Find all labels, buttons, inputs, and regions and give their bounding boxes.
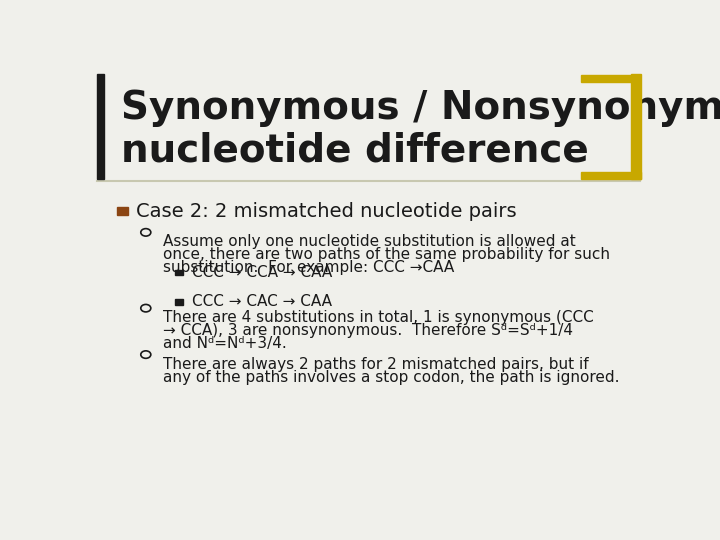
Bar bbox=[96, 75, 104, 179]
Text: nucleotide difference: nucleotide difference bbox=[121, 132, 588, 170]
Bar bbox=[581, 172, 642, 179]
Bar bbox=[117, 207, 128, 215]
Text: once, there are two paths of the same probability for such: once, there are two paths of the same pr… bbox=[163, 247, 610, 262]
Text: Assume only one nucleotide substitution is allowed at: Assume only one nucleotide substitution … bbox=[163, 234, 575, 249]
Text: → CCA), 3 are nonsynonymous.  Therefore Sᵈ=Sᵈ+1/4: → CCA), 3 are nonsynonymous. Therefore S… bbox=[163, 323, 572, 338]
Text: There are always 2 paths for 2 mismatched pairs, but if: There are always 2 paths for 2 mismatche… bbox=[163, 356, 588, 372]
Bar bbox=[175, 299, 183, 305]
Text: CCC → CCA → CAA: CCC → CCA → CAA bbox=[192, 265, 333, 280]
Text: any of the paths involves a stop codon, the path is ignored.: any of the paths involves a stop codon, … bbox=[163, 370, 619, 384]
Bar bbox=[631, 75, 642, 179]
Text: and Nᵈ=Nᵈ+3/4.: and Nᵈ=Nᵈ+3/4. bbox=[163, 336, 287, 351]
Text: There are 4 substitutions in total, 1 is synonymous (CCC: There are 4 substitutions in total, 1 is… bbox=[163, 310, 593, 325]
Text: CCC → CAC → CAA: CCC → CAC → CAA bbox=[192, 294, 332, 309]
Text: Synonymous / Nonsynonymous: Synonymous / Nonsynonymous bbox=[121, 90, 720, 127]
Text: Case 2: 2 mismatched nucleotide pairs: Case 2: 2 mismatched nucleotide pairs bbox=[136, 201, 516, 221]
Bar bbox=[581, 75, 639, 82]
Text: substitution.  For example: CCC →CAA: substitution. For example: CCC →CAA bbox=[163, 260, 454, 275]
Bar bbox=[175, 269, 183, 275]
